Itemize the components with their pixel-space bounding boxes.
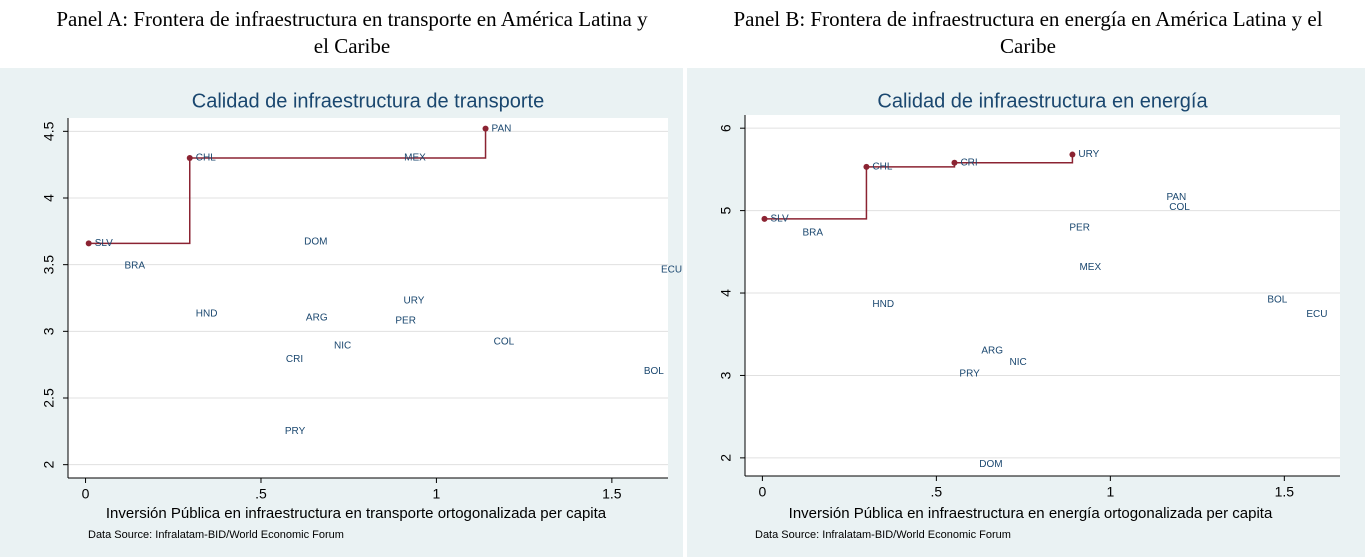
point-label: HND	[872, 299, 894, 310]
plot-area	[745, 115, 1340, 476]
x-tick-label: 0	[82, 486, 90, 502]
y-tick-label: 4.5	[41, 121, 57, 141]
point-label: DOM	[304, 237, 327, 248]
point-label: PRY	[285, 426, 306, 437]
point-label: ECU	[661, 265, 682, 276]
frontier-point	[951, 159, 958, 166]
x-axis-label: Inversión Pública en infraestructura en …	[789, 505, 1273, 522]
x-tick-label: 1	[1106, 484, 1114, 500]
frontier-point	[1069, 151, 1076, 158]
chart-title: Calidad de infraestructura de transporte	[192, 90, 544, 112]
y-tick-label: 6	[718, 124, 734, 132]
point-label: PRY	[959, 368, 980, 379]
point-label: ECU	[1306, 309, 1327, 320]
point-label: BOL	[1267, 294, 1287, 305]
y-tick-label: 2	[718, 454, 734, 462]
point-label: BRA	[802, 228, 823, 239]
point-label: ARG	[981, 345, 1003, 356]
frontier-point	[761, 215, 768, 222]
x-tick-label: 1.5	[602, 486, 622, 502]
x-tick-label: 1	[433, 486, 441, 502]
x-tick-label: .5	[255, 486, 267, 502]
frontier-point	[482, 125, 489, 132]
point-label: PAN	[1166, 192, 1186, 203]
y-tick-label: 2	[41, 461, 57, 469]
chart-title: Calidad de infraestructura en energía	[877, 90, 1208, 112]
point-label: SLV	[770, 213, 788, 224]
y-tick-label: 5	[718, 207, 734, 215]
point-label: NIC	[334, 341, 351, 352]
note: Data Source: Infralatam-BID/World Econom…	[755, 529, 1011, 541]
point-label: DOM	[979, 459, 1002, 470]
point-label: BRA	[125, 261, 146, 272]
x-tick-label: .5	[931, 484, 943, 500]
point-label: COL	[1169, 202, 1190, 213]
x-axis-label: Inversión Pública en infraestructura en …	[106, 505, 607, 522]
point-label: MEX	[1079, 262, 1101, 273]
point-label: URY	[1078, 149, 1099, 160]
point-label: ARG	[306, 313, 328, 324]
frontier-point	[186, 155, 193, 161]
x-tick-label: 1.5	[1275, 484, 1295, 500]
point-label: CRI	[960, 157, 977, 168]
y-tick-label: 4	[41, 194, 57, 202]
point-label: MEX	[404, 153, 426, 164]
y-tick-label: 3	[718, 371, 734, 379]
plot-area	[68, 118, 668, 478]
panel-title: Panel B: Frontera de infraestructura en …	[733, 7, 1323, 58]
frontier-point	[863, 163, 870, 170]
y-tick-label: 3	[41, 327, 57, 335]
point-label: HND	[196, 309, 218, 320]
point-label: PER	[1069, 223, 1090, 234]
point-label: CHL	[872, 162, 892, 173]
point-label: NIC	[1010, 357, 1027, 368]
y-tick-label: 2.5	[41, 388, 57, 408]
panel-title: Panel A: Frontera de infraestructura en …	[56, 7, 648, 58]
point-label: BOL	[644, 366, 664, 377]
point-label: COL	[494, 337, 515, 348]
frontier-line	[764, 154, 1074, 220]
point-label: URY	[403, 295, 424, 306]
y-tick-label: 4	[718, 289, 734, 297]
point-label: CHL	[196, 153, 216, 164]
point-label: PAN	[492, 123, 512, 134]
point-label: CRI	[286, 354, 303, 365]
frontier-point	[85, 240, 92, 247]
y-tick-label: 3.5	[41, 255, 57, 275]
x-tick-label: 0	[758, 484, 766, 500]
note: Data Source: Infralatam-BID/World Econom…	[88, 529, 344, 541]
point-label: PER	[395, 315, 416, 326]
point-label: SLV	[95, 238, 113, 249]
